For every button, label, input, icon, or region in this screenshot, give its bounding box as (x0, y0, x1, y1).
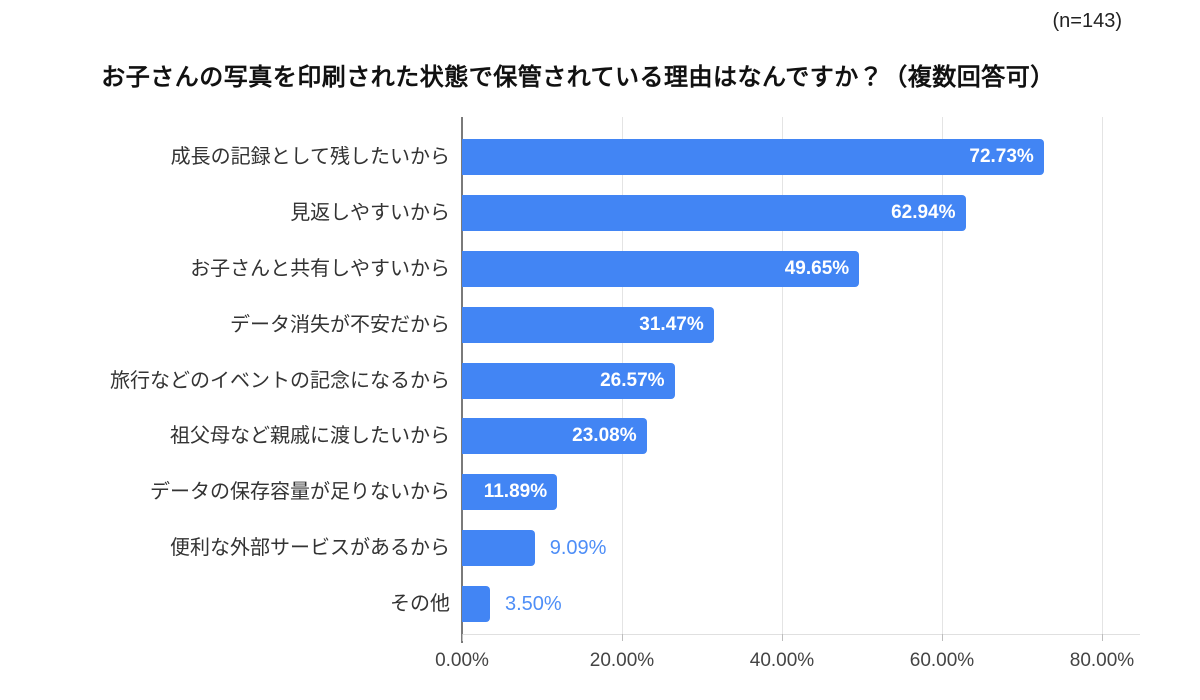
category-label: その他 (390, 593, 450, 615)
bar: 31.47% (462, 307, 714, 343)
category-label: データの保存容量が足りないから (150, 481, 450, 503)
x-axis-tick-label: 80.00% (1069, 650, 1135, 671)
x-axis-tick (942, 634, 943, 641)
x-axis-tick (1102, 634, 1103, 641)
x-axis-tick-label: 20.00% (589, 650, 655, 671)
bar-value-label: 62.94% (891, 202, 956, 223)
category-label: 見返しやすいから (290, 202, 450, 224)
bar-value-label: 23.08% (572, 425, 637, 446)
category-label: お子さんと共有しやすいから (190, 258, 450, 280)
x-axis-tick-label: 40.00% (749, 650, 815, 671)
x-axis-baseline (462, 634, 1140, 635)
category-label: 旅行などのイベントの記念になるから (110, 370, 450, 392)
bar: 23.08% (462, 418, 647, 454)
gridline (1102, 117, 1103, 634)
bar: 3.50% (462, 586, 562, 622)
category-label: 便利な外部サービスがあるから (170, 537, 450, 559)
bar-value-label: 3.50% (505, 592, 562, 615)
bar: 11.89% (462, 474, 558, 510)
bar-value-label: 9.09% (549, 536, 607, 559)
category-label: データ消失が不安だから (230, 314, 450, 336)
category-label: 成長の記録として残したいから (170, 146, 450, 168)
bar: 9.09% (462, 530, 606, 566)
sample-size-label: (n=143) (1052, 10, 1123, 32)
category-label: 祖父母など親戚に渡したいから (170, 425, 450, 447)
bar-value-label: 72.73% (969, 146, 1034, 167)
x-axis-tick (622, 634, 623, 641)
x-axis-tick-label: 0.00% (435, 650, 489, 671)
bar: 49.65% (462, 251, 860, 287)
x-axis-tick (782, 634, 783, 641)
bar-value-label: 49.65% (784, 258, 850, 279)
gridline (782, 117, 783, 634)
chart-title: お子さんの写真を印刷された状態で保管されている理由はなんですか？（複数回答可） (101, 64, 1055, 92)
bar-value-label: 11.89% (483, 481, 548, 502)
x-axis-tick-label: 60.00% (909, 650, 975, 671)
bar-value-label: 31.47% (639, 314, 704, 335)
bar: 26.57% (462, 363, 675, 399)
x-axis-tick (462, 634, 463, 641)
bar-value-label: 26.57% (600, 370, 665, 391)
bar: 72.73% (462, 139, 1044, 175)
gridline (942, 117, 943, 634)
bar: 62.94% (462, 195, 966, 231)
